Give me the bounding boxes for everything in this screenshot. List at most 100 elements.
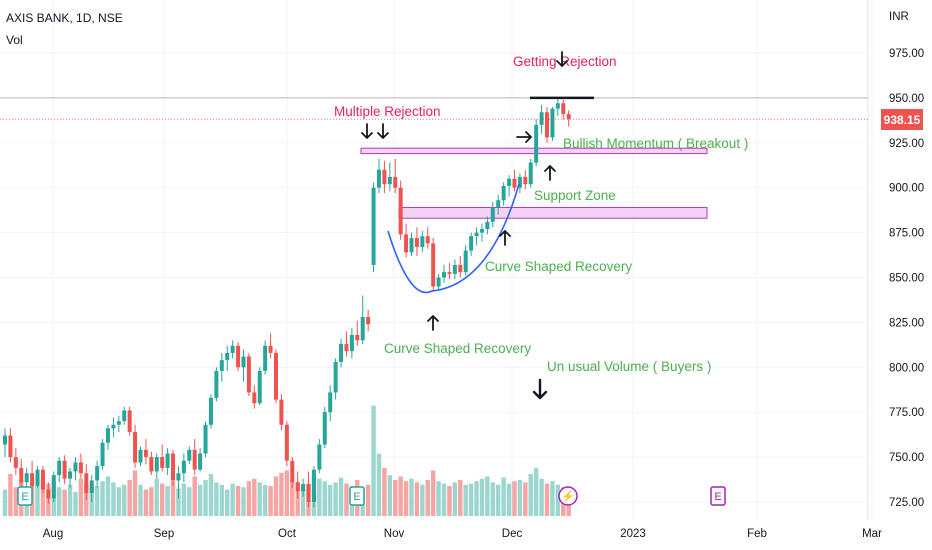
- volume-bar: [111, 482, 116, 516]
- volume-bar: [246, 481, 252, 516]
- candle-body: [458, 264, 463, 273]
- candle-body: [160, 457, 165, 468]
- candle-body: [165, 453, 170, 468]
- earnings-marker-upcoming[interactable]: [710, 486, 726, 506]
- volume-bar: [479, 478, 485, 516]
- volume-bar: [154, 478, 159, 516]
- candle-body: [290, 460, 295, 483]
- candle-body: [111, 424, 116, 429]
- annotation-multiple-rejection: Multiple Rejection: [334, 104, 441, 119]
- y-tick-label: 975.00: [889, 48, 924, 60]
- x-tick-label: Mar: [862, 528, 882, 540]
- candle-body: [561, 103, 566, 115]
- volume-bar: [143, 489, 149, 516]
- volume-bar: [273, 476, 279, 516]
- volume-bar: [403, 481, 409, 516]
- volume-bar: [268, 486, 273, 516]
- earnings-marker[interactable]: [17, 486, 33, 506]
- overlays: [0, 96, 868, 294]
- volume-bar: [387, 475, 393, 516]
- candle-body: [257, 370, 262, 404]
- volume-bar: [409, 478, 414, 516]
- volume-bar: [371, 405, 376, 516]
- candle-body: [311, 469, 316, 502]
- candle-body: [219, 360, 224, 371]
- volume-bar: [40, 477, 46, 516]
- y-axis: 975.00 950.00 925.00 900.00 875.00 850.00 825.…: [889, 48, 924, 509]
- candle-body: [57, 460, 62, 476]
- candle-body: [436, 277, 441, 287]
- candle-body: [203, 424, 208, 454]
- event-markers[interactable]: E E ⚡ E: [17, 486, 726, 506]
- resistance-zone: [360, 147, 708, 155]
- chart-title: AXIS BANK, 1D, NSE: [6, 11, 123, 25]
- candle-body: [517, 176, 522, 188]
- volume-bar: [122, 484, 127, 516]
- candle-body: [246, 356, 251, 393]
- volume-bar: [225, 489, 230, 516]
- candle-body: [328, 392, 333, 413]
- candle-body: [35, 469, 40, 486]
- volume-bar: [436, 481, 441, 516]
- candle-body: [371, 187, 376, 265]
- candle-body: [485, 221, 490, 230]
- candle-body: [409, 237, 414, 253]
- candle-body: [138, 449, 143, 463]
- candle-body: [479, 229, 484, 233]
- candle-body: [78, 462, 83, 474]
- volume-bar: [512, 481, 517, 516]
- candle-body: [555, 103, 560, 109]
- candle-body: [393, 176, 398, 188]
- volume-bar: [295, 482, 300, 516]
- arrow-icons: [361, 51, 568, 400]
- annotation-bullish-momentum: Bullish Momentum ( Breakout ): [563, 136, 748, 151]
- candle-body: [463, 250, 468, 273]
- candle-body: [236, 345, 241, 368]
- volume-bar: [187, 487, 192, 516]
- currency-label: INR: [889, 11, 909, 23]
- earnings-marker[interactable]: [349, 486, 365, 506]
- volume-bar: [539, 478, 544, 516]
- arrow-right-icon: [516, 131, 532, 143]
- volume-bar: [78, 478, 84, 516]
- x-tick-label: Oct: [278, 528, 297, 540]
- volume-bar: [555, 484, 561, 516]
- candles: [3, 97, 571, 508]
- volume-bar: [365, 484, 371, 516]
- volume-bar: [398, 476, 403, 516]
- volume-bar: [474, 481, 479, 516]
- candle-body: [40, 469, 45, 490]
- candle-body: [149, 457, 154, 472]
- candle-body: [89, 480, 94, 494]
- volume-bar: [550, 481, 555, 516]
- grid: [0, 0, 873, 520]
- dividend-marker[interactable]: [558, 486, 578, 506]
- y-tick-label: 925.00: [889, 138, 924, 150]
- candle-body: [268, 345, 273, 353]
- volume-bar: [300, 487, 306, 516]
- x-tick-label: Sep: [154, 528, 174, 540]
- volume-bar: [452, 482, 458, 516]
- candle-body: [3, 435, 7, 445]
- support-zone: [398, 206, 708, 219]
- candle-body: [550, 108, 555, 138]
- volume-bar: [328, 484, 333, 516]
- candle-body: [376, 169, 381, 188]
- candle-body: [46, 489, 51, 499]
- volume-bar: [219, 484, 224, 516]
- candle-body: [507, 178, 512, 186]
- volume-bar: [425, 480, 430, 516]
- volume-bar: [192, 476, 197, 516]
- volume-bar: [208, 474, 214, 516]
- volume-bar: [393, 480, 398, 516]
- candle-body: [414, 237, 419, 247]
- candle-body: [84, 473, 89, 494]
- y-tick-label: 825.00: [889, 317, 924, 329]
- candle-body: [339, 343, 344, 362]
- candle-body: [539, 112, 544, 125]
- volume-bar: [203, 480, 208, 516]
- candle-body: [214, 370, 219, 398]
- y-tick-label: 725.00: [889, 497, 924, 509]
- y-tick-label: 800.00: [889, 362, 924, 374]
